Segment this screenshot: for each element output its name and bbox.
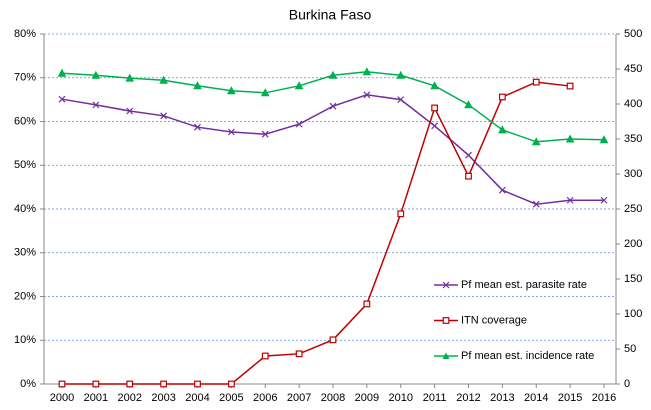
x-tick-label: 2012	[456, 392, 480, 404]
data-point	[465, 151, 472, 159]
y-tick-label: 50%	[14, 159, 36, 171]
data-point	[566, 196, 574, 204]
data-point	[328, 70, 338, 79]
y2-tick-label: 400	[624, 98, 642, 110]
x-tick-label: 2002	[118, 392, 142, 404]
data-point	[126, 380, 134, 388]
chart-title: Burkina Faso	[289, 7, 372, 23]
data-point	[565, 134, 575, 143]
data-point	[430, 81, 439, 90]
data-point	[261, 352, 269, 360]
data-point	[194, 123, 201, 131]
y2-tick-label: 200	[624, 238, 642, 250]
x-tick-label: 2008	[321, 392, 345, 404]
data-point	[329, 336, 337, 344]
y2-tick-label: 450	[624, 63, 642, 75]
data-point	[599, 135, 609, 144]
y-tick-label: 80%	[14, 28, 36, 40]
data-point	[397, 210, 405, 218]
legend-label: Pf mean est. parasite rate	[461, 279, 587, 291]
data-point	[58, 95, 66, 103]
data-point	[396, 70, 406, 79]
y2-tick-label: 350	[624, 133, 642, 145]
x-tick-label: 2001	[84, 392, 108, 404]
y-tick-label: 70%	[14, 72, 36, 84]
y-tick-label: 30%	[14, 247, 36, 259]
data-point	[600, 196, 608, 204]
data-point	[363, 91, 371, 99]
y2-tick-label: 500	[624, 28, 642, 40]
data-point	[227, 380, 235, 388]
y2-tick-label: 250	[624, 203, 642, 215]
data-point	[532, 200, 540, 208]
y-tick-label: 10%	[14, 334, 36, 346]
x-tick-label: 2013	[490, 392, 514, 404]
x-tick-label: 2007	[287, 392, 311, 404]
y-tick-label: 40%	[14, 203, 36, 215]
data-point	[261, 130, 269, 138]
series-line	[62, 81, 571, 385]
data-point	[362, 67, 372, 76]
y2-tick-label: 100	[624, 308, 642, 320]
y-tick-label: 60%	[14, 115, 36, 127]
data-point	[126, 107, 134, 115]
y2-tick-label: 300	[624, 168, 642, 180]
legend-marker	[442, 352, 450, 359]
y2-tick-label: 150	[624, 273, 642, 285]
y2-tick-label: 0	[624, 378, 630, 390]
x-tick-label: 2006	[253, 392, 277, 404]
data-point	[91, 70, 101, 79]
data-point	[464, 100, 473, 109]
data-point	[498, 93, 506, 101]
legend-marker	[442, 281, 450, 289]
data-point	[260, 88, 270, 97]
data-point	[125, 73, 135, 82]
x-tick-label: 2009	[355, 392, 379, 404]
data-point	[431, 122, 439, 130]
x-tick-label: 2004	[185, 392, 209, 404]
series-line	[61, 94, 604, 205]
data-point	[532, 78, 540, 86]
data-point	[227, 128, 235, 136]
data-point	[531, 137, 541, 146]
data-point	[498, 125, 507, 134]
data-point	[160, 112, 168, 120]
data-point	[294, 81, 304, 90]
data-point	[194, 380, 201, 388]
data-point	[227, 86, 236, 95]
data-point	[397, 96, 405, 104]
x-tick-label: 2005	[219, 392, 243, 404]
data-point	[160, 380, 168, 388]
data-point	[566, 82, 574, 90]
data-point	[58, 380, 66, 388]
data-point	[57, 68, 67, 77]
x-tick-label: 2014	[524, 392, 548, 404]
legend-marker	[442, 317, 450, 324]
x-tick-label: 2000	[50, 392, 74, 404]
x-tick-label: 2003	[151, 392, 175, 404]
x-tick-label: 2010	[389, 392, 413, 404]
data-point	[465, 172, 472, 180]
data-point	[431, 104, 439, 112]
y-tick-label: 20%	[14, 290, 36, 302]
y-tick-label: 0%	[20, 378, 36, 390]
data-point	[159, 75, 168, 84]
data-point	[498, 186, 506, 194]
y2-tick-label: 50	[624, 343, 636, 355]
data-point	[193, 81, 202, 90]
x-tick-label: 2015	[558, 392, 582, 404]
data-point	[363, 300, 371, 308]
legend-label: Pf mean est. incidence rate	[461, 350, 594, 362]
x-tick-label: 2011	[423, 392, 447, 404]
data-point	[295, 120, 303, 128]
data-point	[295, 350, 303, 358]
legend-label: ITN coverage	[461, 314, 527, 326]
data-point	[329, 102, 337, 110]
x-tick-label: 2016	[592, 392, 616, 404]
data-point	[92, 101, 100, 109]
data-point	[92, 380, 100, 388]
